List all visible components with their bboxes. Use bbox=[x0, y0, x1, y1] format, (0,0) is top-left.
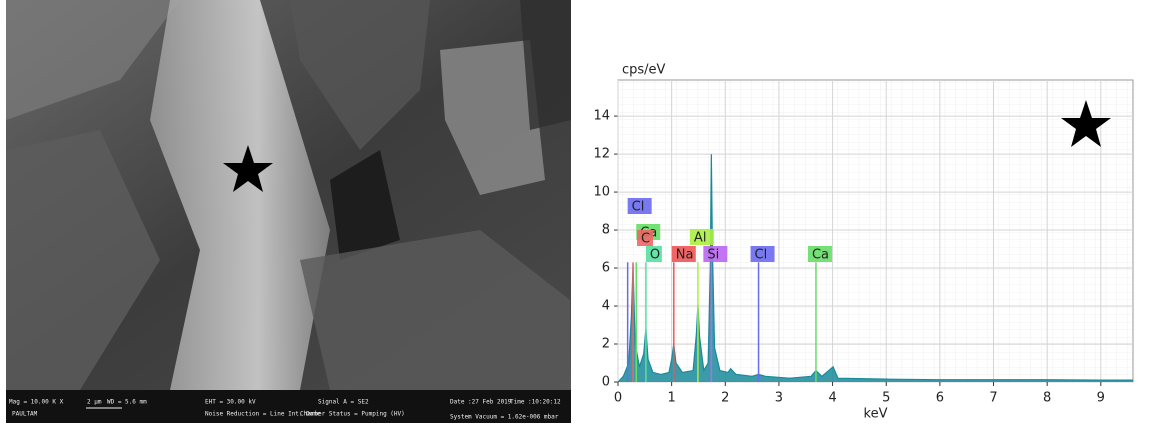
y-tick-label: 4 bbox=[602, 299, 610, 314]
sem-info-text: System Vacuum = 1.62e-006 mbar bbox=[450, 414, 559, 421]
y-axis-label: cps/eV bbox=[622, 63, 666, 78]
element-label-box bbox=[637, 230, 654, 246]
element-label-box bbox=[807, 246, 832, 262]
element-label-box bbox=[703, 246, 728, 262]
element-label: Cl bbox=[632, 200, 645, 215]
y-tick-label: 0 bbox=[602, 375, 610, 390]
sem-info-text: Signal A = SE2 bbox=[318, 399, 369, 406]
x-tick-label: 1 bbox=[668, 391, 676, 406]
element-label: Cl bbox=[755, 248, 768, 263]
sem-info-text: Noise Reduction = Line Int. Done bbox=[205, 411, 321, 418]
y-tick-label: 10 bbox=[593, 185, 610, 200]
x-tick-label: 5 bbox=[882, 391, 890, 406]
x-tick-label: 2 bbox=[721, 391, 729, 406]
y-tick-label: 2 bbox=[602, 337, 610, 352]
element-label: Na bbox=[676, 248, 694, 263]
x-tick-label: 3 bbox=[775, 391, 783, 406]
element-label-box bbox=[689, 229, 714, 245]
sem-info-text: Chamber Status = Pumping (HV) bbox=[300, 411, 405, 418]
x-axis-label: keV bbox=[864, 407, 888, 422]
element-label-box bbox=[627, 198, 652, 214]
star-annotation bbox=[1061, 100, 1111, 147]
sem-info-text: EHT = 30.00 kV bbox=[205, 399, 256, 406]
sem-info-text: Mag = 10.00 K X bbox=[9, 399, 64, 406]
element-label: Al bbox=[694, 231, 707, 246]
sem-info-text: PAULTAM bbox=[12, 411, 38, 418]
sem-info-text: 2 µm bbox=[87, 399, 102, 406]
sem-info-text: WD = 5.6 mm bbox=[107, 399, 147, 406]
x-tick-label: 7 bbox=[989, 391, 997, 406]
y-tick-label: 8 bbox=[602, 223, 610, 238]
x-tick-label: 6 bbox=[936, 391, 944, 406]
x-tick-label: 0 bbox=[614, 391, 622, 406]
spectrum-line bbox=[617, 154, 1133, 383]
element-label-box bbox=[645, 246, 662, 262]
sem-image bbox=[6, 0, 571, 423]
sem-info-text: Time :10:20:12 bbox=[510, 399, 561, 406]
element-label: Si bbox=[707, 248, 719, 263]
x-tick-label: 9 bbox=[1097, 391, 1105, 406]
element-label-box bbox=[671, 246, 696, 262]
sem-info-text: Date :27 Feb 2019 bbox=[450, 399, 512, 406]
x-tick-label: 4 bbox=[828, 391, 836, 406]
element-label: Ca bbox=[812, 248, 829, 263]
y-tick-label: 14 bbox=[593, 109, 610, 124]
element-label: O bbox=[650, 248, 660, 263]
y-tick-label: 12 bbox=[593, 147, 610, 162]
x-tick-label: 8 bbox=[1043, 391, 1051, 406]
element-label-box bbox=[750, 246, 775, 262]
element-label: C bbox=[641, 232, 650, 247]
y-tick-label: 6 bbox=[602, 261, 610, 276]
